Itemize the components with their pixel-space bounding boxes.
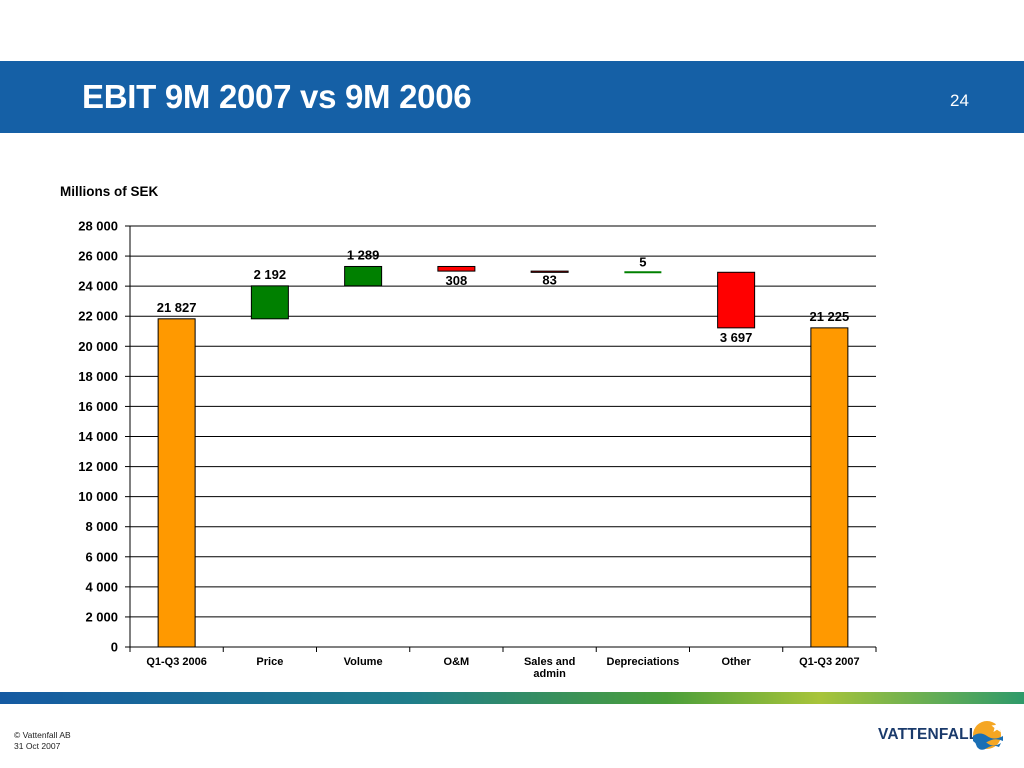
x-tick-label: admin — [533, 668, 566, 680]
bar-decrease — [717, 271, 756, 329]
y-axis-title: Millions of SEK — [60, 184, 159, 199]
data-label: 3 697 — [720, 330, 753, 345]
y-tick-label: 22 000 — [78, 309, 118, 324]
y-tick-label: 2 000 — [85, 609, 118, 624]
vattenfall-logo-text: VATTENFALL — [878, 726, 979, 743]
y-tick-label: 28 000 — [78, 219, 118, 234]
data-label: 21 225 — [809, 309, 849, 324]
x-tick-label: Other — [721, 656, 751, 668]
x-tick-label: Price — [256, 656, 283, 668]
footer-info: © Vattenfall AB 31 Oct 2007 — [14, 730, 71, 752]
y-tick-label: 10 000 — [78, 489, 118, 504]
copyright-text: © Vattenfall AB — [14, 730, 71, 740]
footer-date: 31 Oct 2007 — [14, 741, 61, 751]
bar-increase — [344, 265, 383, 287]
bar-decrease — [530, 270, 569, 273]
bar-total — [810, 327, 849, 648]
bar-decrease — [437, 265, 476, 272]
y-tick-label: 24 000 — [78, 279, 118, 294]
bar-total — [157, 318, 196, 648]
header-band — [0, 61, 1024, 133]
data-label: 21 827 — [157, 300, 197, 315]
y-tick-label: 12 000 — [78, 459, 118, 474]
y-tick-label: 4 000 — [85, 579, 118, 594]
y-tick-label: 14 000 — [78, 429, 118, 444]
bar-increase — [250, 285, 289, 320]
slide-title: EBIT 9M 2007 vs 9M 2006 — [82, 78, 472, 115]
data-label: 308 — [446, 273, 468, 288]
y-tick-label: 26 000 — [78, 249, 118, 264]
data-label: 5 — [639, 254, 646, 269]
data-label: 83 — [542, 272, 556, 287]
vattenfall-logo-icon — [973, 721, 1003, 750]
x-tick-label: O&M — [444, 656, 470, 668]
x-tick-label: Depreciations — [607, 656, 680, 668]
y-tick-label: 0 — [111, 640, 118, 655]
x-tick-label: Q1-Q3 2007 — [799, 656, 860, 668]
page-number: 24 — [950, 91, 969, 110]
y-tick-label: 8 000 — [85, 519, 118, 534]
waterfall-chart: Millions of SEK 0 2 000 4 000 6 000 8 000 10 0… — [60, 184, 877, 680]
x-tick-label: Sales and — [524, 656, 575, 668]
y-tick-label: 6 000 — [85, 549, 118, 564]
y-tick-label: 20 000 — [78, 339, 118, 354]
x-tick-label: Volume — [344, 656, 383, 668]
footer-gradient-bar — [0, 692, 1024, 704]
data-label: 2 192 — [254, 267, 287, 282]
y-tick-label: 18 000 — [78, 369, 118, 384]
x-tick-label: Q1-Q3 2006 — [146, 656, 207, 668]
data-label: 1 289 — [347, 247, 380, 262]
y-tick-label: 16 000 — [78, 399, 118, 414]
